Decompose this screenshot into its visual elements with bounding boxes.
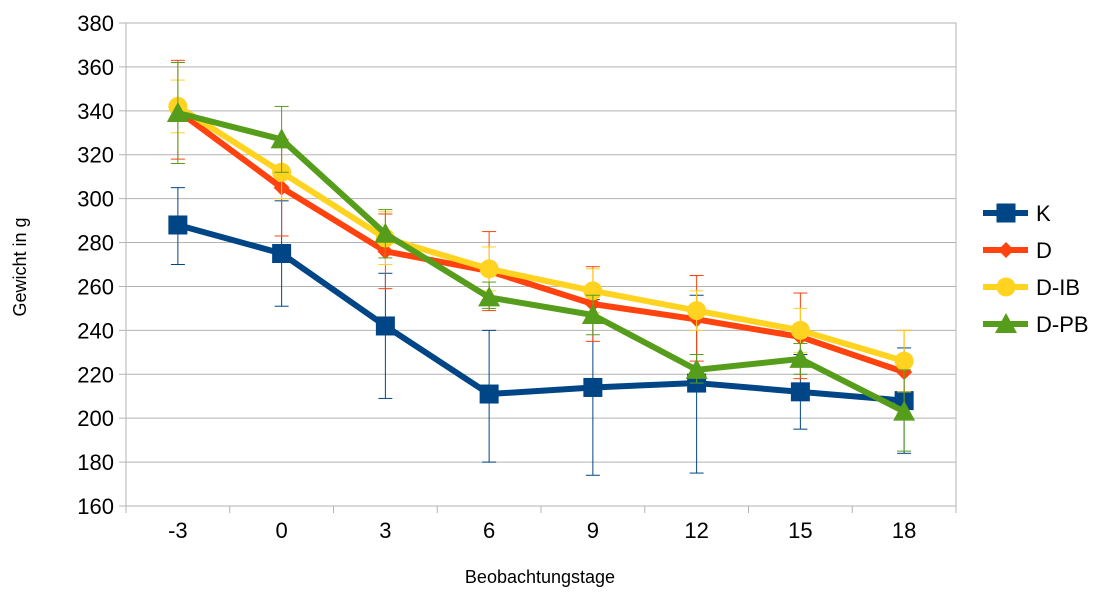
data-point xyxy=(479,384,499,404)
data-point xyxy=(374,222,397,243)
data-point xyxy=(685,358,708,379)
y-tick-labels: 160 180 200 220 240 260 280 300 320 340 360 380 xyxy=(77,11,114,519)
data-point xyxy=(687,301,707,321)
y-tick-label: 220 xyxy=(77,362,114,387)
legend: KD D-IB D-PB xyxy=(983,201,1089,337)
data-point xyxy=(375,316,395,336)
legend-item-d: D xyxy=(983,238,1052,263)
x-tick-label: 3 xyxy=(379,518,391,543)
legend-label: D xyxy=(1036,238,1052,263)
data-point xyxy=(894,351,914,371)
legend-item-k: K xyxy=(983,201,1051,226)
axes xyxy=(119,22,957,513)
data-point xyxy=(789,347,812,368)
data-point xyxy=(168,215,188,235)
series-line xyxy=(174,110,908,415)
y-tick-label: 340 xyxy=(77,99,114,124)
series-line xyxy=(174,103,908,365)
y-tick-label: 260 xyxy=(77,274,114,299)
x-tick-label: 18 xyxy=(892,518,916,543)
legend-marker xyxy=(998,242,1014,258)
legend-marker xyxy=(996,203,1016,223)
y-tick-label: 320 xyxy=(77,143,114,168)
data-point xyxy=(893,400,916,421)
series-k xyxy=(168,187,914,476)
x-tick-labels: -3 0 3 6 9 12 15 18 xyxy=(168,518,916,543)
data-point xyxy=(790,382,810,402)
series-d-pb xyxy=(166,62,916,452)
y-axis-title: Gewicht in g xyxy=(10,217,30,316)
y-tick-label: 300 xyxy=(77,187,114,212)
series-layer xyxy=(166,59,916,476)
series-line xyxy=(174,221,908,404)
legend-marker xyxy=(996,277,1016,297)
x-tick-label: 9 xyxy=(587,518,599,543)
data-point xyxy=(272,244,292,264)
x-tick-label: -3 xyxy=(168,518,188,543)
data-point xyxy=(166,102,189,123)
x-tick-label: 15 xyxy=(788,518,812,543)
data-point xyxy=(583,377,603,397)
y-tick-label: 180 xyxy=(77,450,114,475)
y-tick-label: 240 xyxy=(77,318,114,343)
plot-frame xyxy=(125,22,957,507)
legend-item-d-pb: D-PB xyxy=(983,312,1089,337)
x-tick-label: 6 xyxy=(483,518,495,543)
legend-label: K xyxy=(1036,201,1051,226)
legend-marker xyxy=(995,313,1017,333)
data-point xyxy=(478,286,501,307)
legend-item-d-ib: D-IB xyxy=(983,275,1080,300)
x-tick-label: 0 xyxy=(276,518,288,543)
data-point xyxy=(581,303,604,324)
data-point xyxy=(479,259,499,279)
x-tick-label: 12 xyxy=(684,518,708,543)
gridlines xyxy=(126,22,956,507)
legend-label: D-IB xyxy=(1036,275,1080,300)
y-tick-label: 200 xyxy=(77,406,114,431)
y-tick-label: 360 xyxy=(77,55,114,80)
series-line xyxy=(174,107,908,376)
y-tick-label: 160 xyxy=(77,494,114,519)
x-axis-title: Beobachtungstage xyxy=(465,567,615,587)
legend-label: D-PB xyxy=(1036,312,1089,337)
y-tick-label: 380 xyxy=(77,11,114,36)
data-point xyxy=(270,128,293,149)
data-point xyxy=(790,320,810,340)
y-tick-label: 280 xyxy=(77,231,114,256)
